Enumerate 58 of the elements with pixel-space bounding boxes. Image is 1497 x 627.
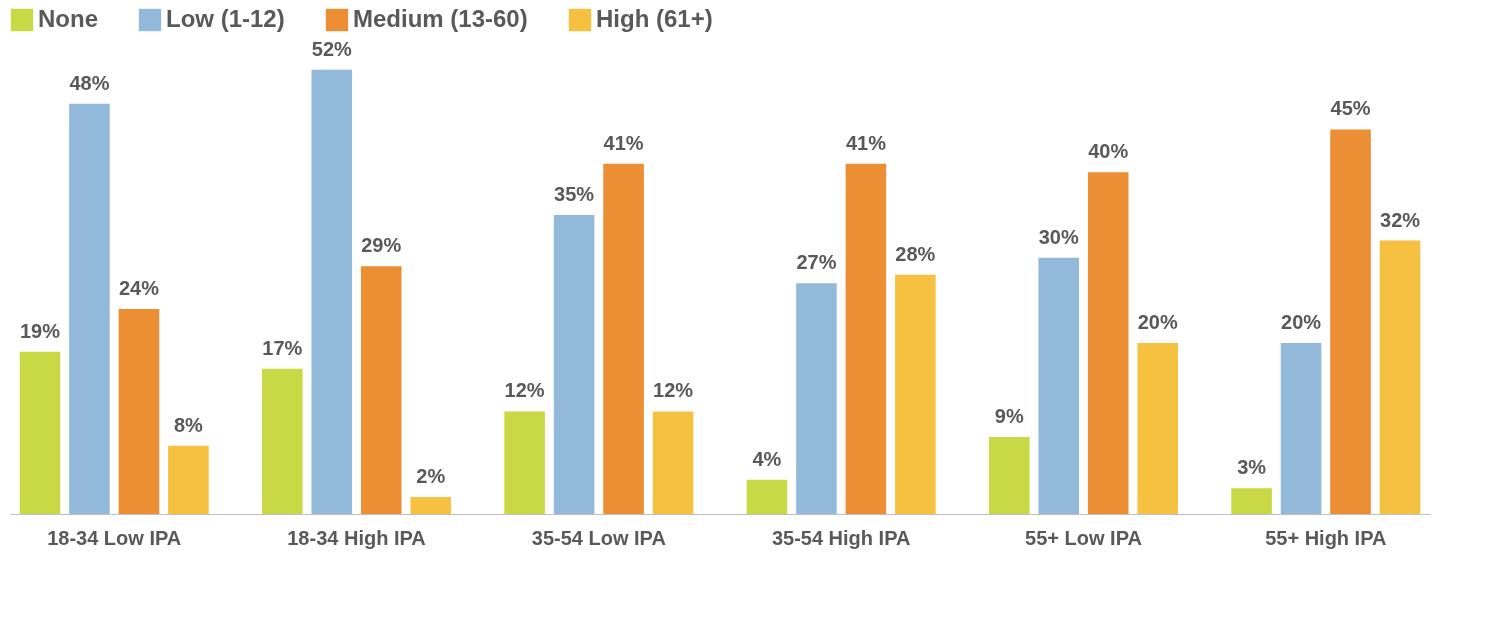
data-label: 20% bbox=[1281, 311, 1322, 334]
bar bbox=[19, 351, 61, 514]
legend-label: High (61+) bbox=[596, 5, 713, 32]
data-label: 27% bbox=[796, 251, 837, 274]
data-label: 30% bbox=[1038, 225, 1079, 248]
data-label: 12% bbox=[653, 379, 694, 402]
bar bbox=[1231, 488, 1272, 514]
x-tick-label: 55+ Low IPA bbox=[1025, 526, 1142, 549]
bar bbox=[360, 266, 402, 514]
x-tick-label: 55+ High IPA bbox=[1265, 526, 1387, 549]
data-label: 24% bbox=[118, 276, 160, 299]
data-label: 3% bbox=[1237, 456, 1267, 479]
x-tick-label: 35-54 High IPA bbox=[771, 526, 911, 549]
x-tick-label: 18-34 Low IPA bbox=[47, 526, 182, 549]
bar bbox=[553, 214, 595, 514]
bar bbox=[1137, 343, 1178, 514]
data-label: 41% bbox=[603, 131, 644, 154]
legend-label: Medium (13-60) bbox=[353, 5, 528, 32]
bar bbox=[118, 308, 160, 514]
data-label: 28% bbox=[895, 242, 936, 265]
bar bbox=[796, 283, 837, 514]
bar bbox=[1280, 343, 1322, 514]
bar bbox=[845, 163, 887, 514]
data-label: 40% bbox=[1088, 140, 1129, 163]
data-label: 9% bbox=[994, 405, 1024, 428]
legend-label: Low (1-12) bbox=[166, 5, 285, 32]
bar bbox=[1087, 172, 1129, 514]
x-tick-label: 18-34 High IPA bbox=[287, 526, 426, 549]
data-label: 41% bbox=[845, 131, 887, 154]
bar bbox=[603, 163, 644, 514]
bar bbox=[1330, 129, 1371, 514]
data-label: 48% bbox=[69, 71, 110, 94]
data-label: 8% bbox=[173, 413, 204, 436]
data-label: 2% bbox=[416, 464, 446, 487]
data-label: 17% bbox=[262, 336, 303, 359]
bar bbox=[410, 496, 452, 514]
data-label: 12% bbox=[504, 379, 545, 402]
bar bbox=[311, 69, 353, 514]
bar bbox=[1038, 257, 1080, 514]
bar bbox=[69, 103, 110, 514]
data-label: 35% bbox=[554, 182, 595, 205]
bar bbox=[988, 437, 1030, 514]
data-label: 4% bbox=[752, 447, 782, 470]
data-label: 52% bbox=[311, 37, 353, 60]
data-label: 45% bbox=[1330, 97, 1371, 120]
bar bbox=[262, 368, 303, 514]
bar bbox=[746, 479, 788, 514]
data-label: 32% bbox=[1380, 208, 1421, 231]
data-label: 29% bbox=[361, 234, 402, 257]
bar bbox=[168, 445, 209, 514]
bar bbox=[895, 274, 936, 514]
x-tick-label: 35-54 Low IPA bbox=[531, 526, 666, 549]
bar bbox=[504, 411, 545, 514]
data-label: 19% bbox=[19, 319, 61, 342]
legend-label: None bbox=[38, 5, 98, 32]
data-label: 20% bbox=[1137, 311, 1178, 334]
bar bbox=[652, 411, 694, 514]
bar bbox=[1379, 240, 1421, 514]
